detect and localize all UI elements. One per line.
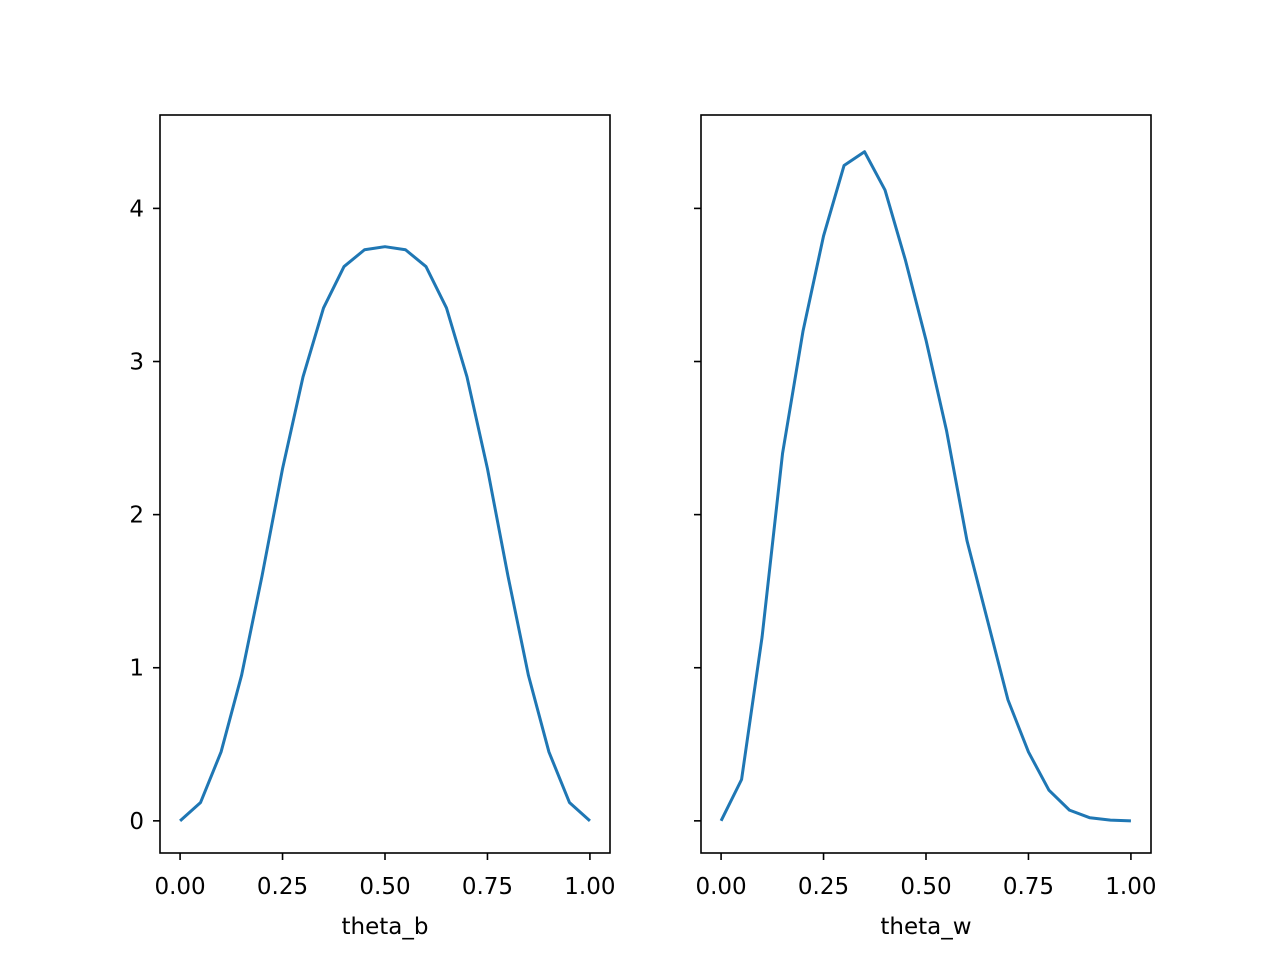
x-axis-label: theta_b: [342, 914, 429, 940]
x-tick-label: 1.00: [1105, 874, 1156, 900]
y-tick-label: 4: [129, 196, 144, 222]
x-tick-label: 0.25: [798, 874, 849, 900]
line-series: [719, 150, 1131, 823]
x-tick-label: 0.25: [257, 874, 308, 900]
line-series: [179, 245, 591, 822]
x-tick-label: 0.75: [1003, 874, 1054, 900]
axes-frame: [700, 114, 1152, 854]
y-tick-label: 0: [129, 809, 144, 835]
x-tick-label: 0.50: [900, 874, 951, 900]
y-tick-label: 3: [129, 350, 144, 376]
x-tick-label: 0.75: [462, 874, 513, 900]
x-tick-label: 0.50: [359, 874, 410, 900]
axes-frame: [159, 114, 611, 854]
x-tick-label: 1.00: [564, 874, 615, 900]
x-axis-label: theta_w: [880, 914, 971, 940]
y-tick-label: 2: [129, 503, 144, 529]
x-tick-label: 0.00: [154, 874, 205, 900]
x-tick-label: 0.00: [695, 874, 746, 900]
y-tick-label: 1: [129, 656, 144, 682]
